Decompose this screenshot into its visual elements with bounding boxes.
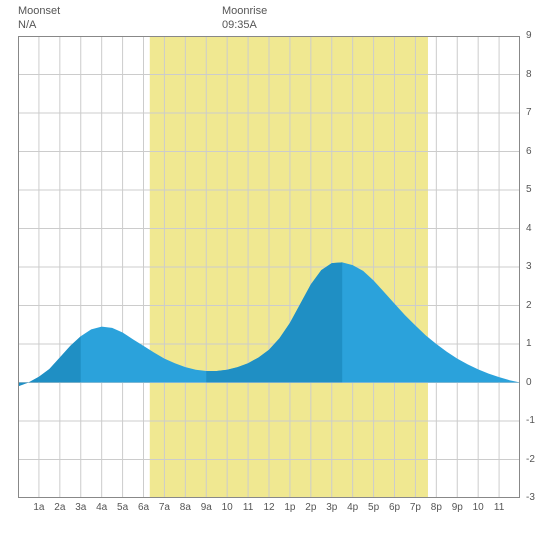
tide-chart-root: Moonset N/A Moonrise 09:35A 1a2a3a4a5a6a…: [0, 0, 550, 550]
moonrise-label: Moonrise: [222, 4, 267, 18]
y-tick-label: 7: [526, 107, 546, 118]
x-tick-label: 3p: [322, 502, 342, 513]
y-tick-label: -3: [526, 492, 546, 503]
moonrise-value: 09:35A: [222, 18, 267, 32]
x-tick-label: 9p: [447, 502, 467, 513]
x-tick-label: 7p: [405, 502, 425, 513]
x-tick-label: 8a: [175, 502, 195, 513]
y-tick-label: -2: [526, 454, 546, 465]
y-tick-label: 2: [526, 300, 546, 311]
moonset-label: Moonset: [18, 4, 60, 18]
x-tick-label: 11: [489, 502, 509, 513]
x-tick-label: 10: [217, 502, 237, 513]
x-tick-label: 1a: [29, 502, 49, 513]
moonrise-header: Moonrise 09:35A: [222, 4, 267, 32]
moonset-value: N/A: [18, 18, 60, 32]
x-tick-label: 7a: [154, 502, 174, 513]
x-tick-label: 4a: [92, 502, 112, 513]
x-tick-label: 8p: [426, 502, 446, 513]
x-tick-label: 2a: [50, 502, 70, 513]
x-tick-label: 4p: [343, 502, 363, 513]
y-tick-label: 3: [526, 261, 546, 272]
tide-plot: [18, 36, 520, 498]
x-tick-label: 2p: [301, 502, 321, 513]
x-tick-label: 3a: [71, 502, 91, 513]
x-tick-label: 9a: [196, 502, 216, 513]
x-tick-label: 5p: [364, 502, 384, 513]
x-tick-label: 12: [259, 502, 279, 513]
y-tick-label: -1: [526, 415, 546, 426]
y-tick-label: 9: [526, 30, 546, 41]
x-tick-label: 5a: [113, 502, 133, 513]
y-tick-label: 8: [526, 69, 546, 80]
x-tick-label: 1p: [280, 502, 300, 513]
x-tick-label: 10: [468, 502, 488, 513]
y-tick-label: 0: [526, 377, 546, 388]
x-tick-label: 6a: [134, 502, 154, 513]
moonset-header: Moonset N/A: [18, 4, 60, 32]
y-tick-label: 6: [526, 146, 546, 157]
y-tick-label: 5: [526, 184, 546, 195]
y-tick-label: 4: [526, 223, 546, 234]
x-tick-label: 6p: [385, 502, 405, 513]
x-tick-label: 11: [238, 502, 258, 513]
y-tick-label: 1: [526, 338, 546, 349]
